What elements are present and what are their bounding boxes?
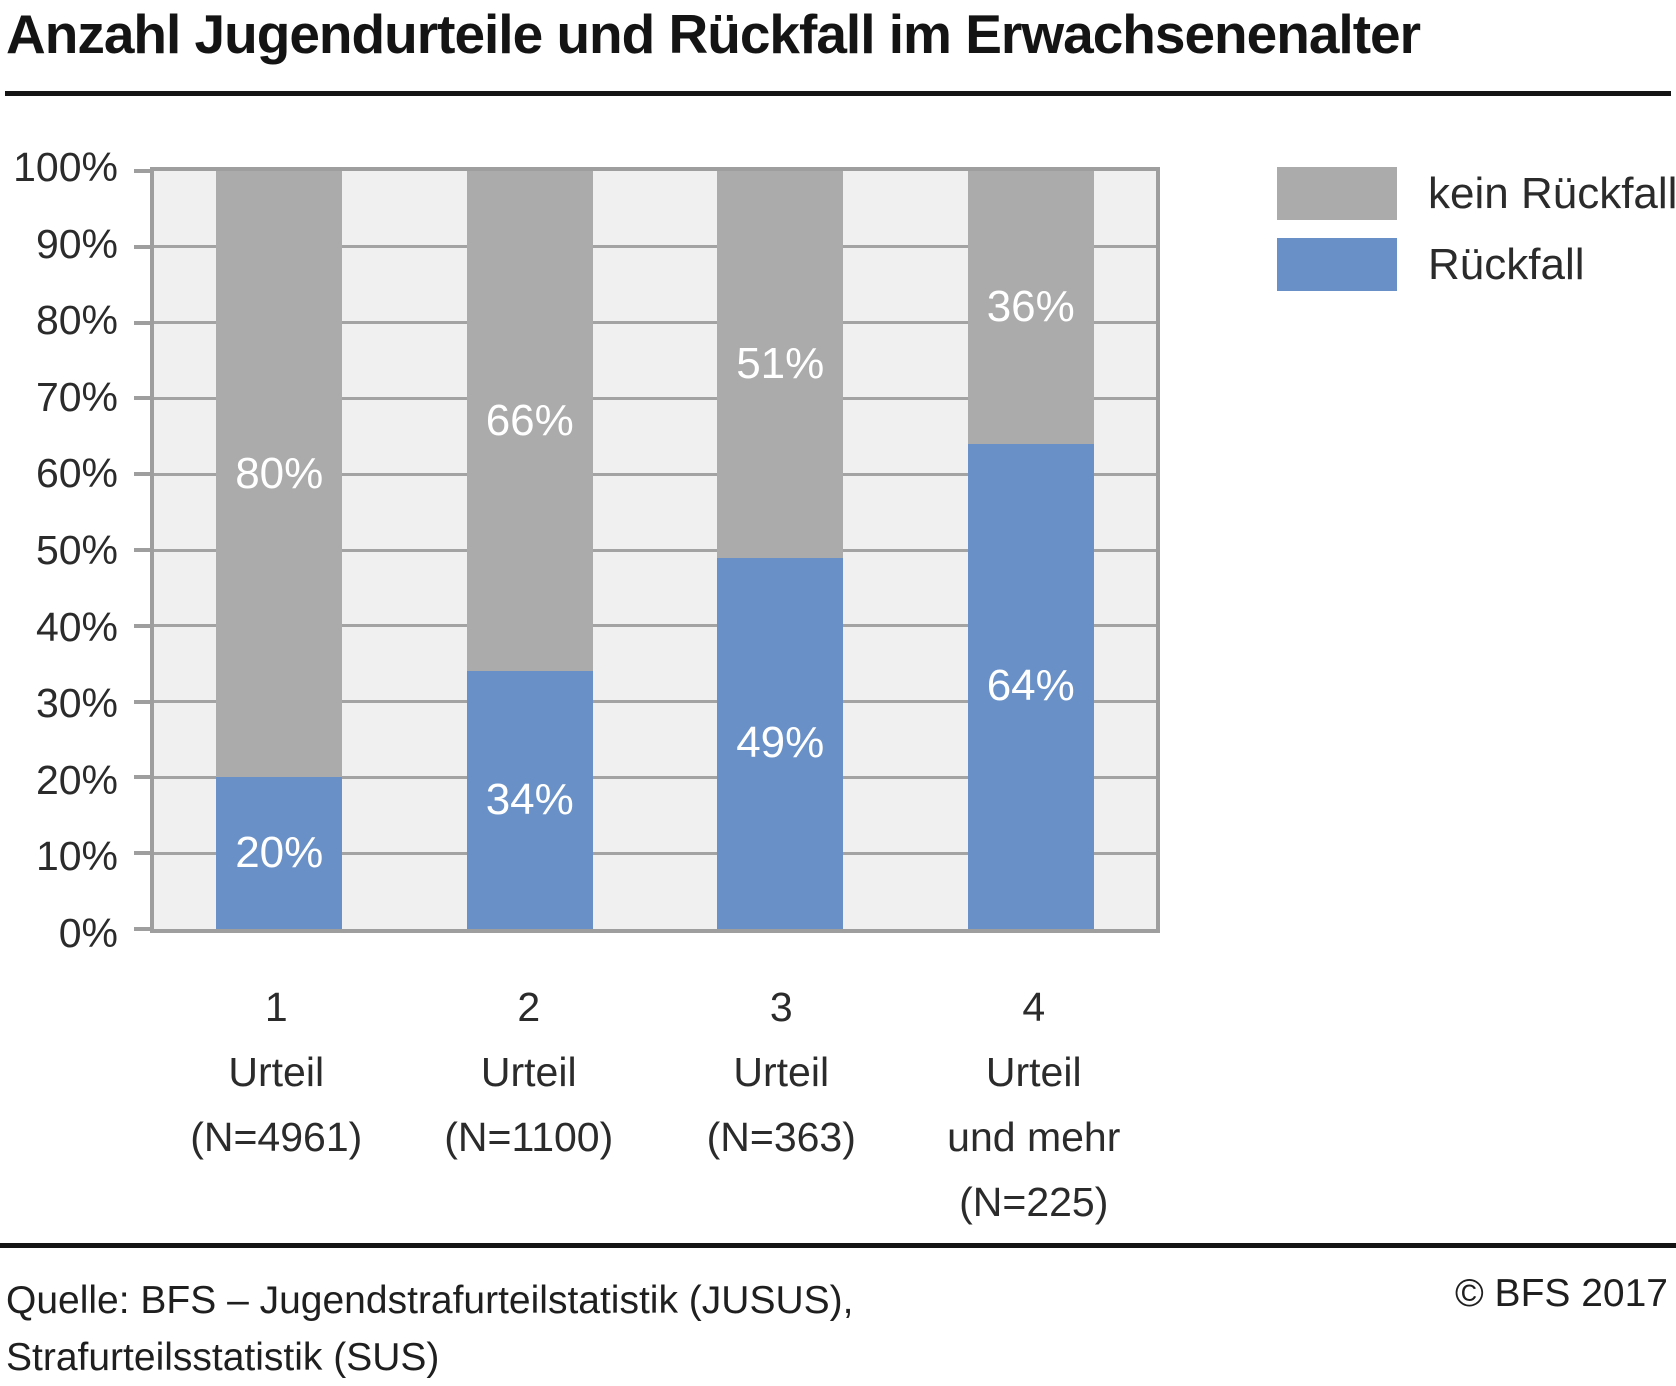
x-axis-label-cat3: 3 Urteil (N=363) [707, 975, 856, 1170]
legend-item: Rückfall [1277, 238, 1676, 291]
bar-segment-r-ckfall-cat2: 34% [466, 671, 593, 929]
x-axis-label-line: (N=225) [959, 1179, 1109, 1225]
x-axis-label-line: 4 [1022, 984, 1046, 1030]
y-axis-label: 70% [35, 373, 118, 420]
legend-swatch [1277, 238, 1397, 291]
gridline [154, 624, 1156, 628]
y-axis-label: 90% [35, 220, 118, 267]
legend-label: Rückfall [1428, 239, 1585, 289]
y-axis-label: 20% [35, 756, 118, 803]
x-axis-label-line: Urteil [228, 1049, 325, 1095]
y-axis: 0% 10% 20% 30% 40% 50% 60% 70% 80% 90% 100% [0, 144, 118, 956]
y-axis-tick [134, 548, 150, 552]
bar-segment-r-ckfall-cat1: 20% [216, 777, 343, 929]
x-axis-label-line: 2 [517, 984, 541, 1030]
plot-area: 20% 80% 34% 66% 49% 51% 64% 36% [134, 167, 1160, 933]
x-axis-label-cat2: 2 Urteil (N=1100) [444, 975, 613, 1170]
y-axis-tick [134, 244, 150, 249]
x-axis-label-line: (N=1100) [444, 1114, 614, 1160]
y-axis-tick [134, 775, 150, 780]
y-axis-label: 50% [35, 527, 118, 573]
legend-label: kein Rückfall [1428, 168, 1676, 218]
copyright-text: © BFS 2017 [1454, 1272, 1668, 1315]
title-divider [5, 91, 1671, 96]
source-text: Quelle: BFS – Jugendstrafurteilstatistik… [6, 1272, 853, 1386]
bar-segment-kein-r-ckfall-cat3: 51% [717, 171, 844, 558]
bar-segment-r-ckfall-cat3: 49% [717, 557, 844, 929]
y-axis-label: 10% [35, 833, 118, 880]
bar-segment-kein-r-ckfall-cat1: 80% [216, 171, 343, 778]
bar-segment-r-ckfall-cat4: 64% [967, 443, 1094, 929]
gridline [154, 775, 1156, 779]
bar-segment-kein-r-ckfall-cat4: 36% [967, 171, 1094, 444]
x-axis-label-cat4: 4 Urteil und mehr (N=225) [947, 975, 1120, 1235]
x-axis-label-line: und mehr [947, 1114, 1121, 1160]
x-axis-label-line: 1 [264, 984, 288, 1030]
bar-segment-kein-r-ckfall-cat2: 66% [466, 171, 593, 672]
bar-value-label: 64% [986, 661, 1075, 711]
y-axis-label: 100% [13, 144, 118, 190]
y-axis-tick [134, 623, 150, 628]
x-axis-label-line: Urteil [480, 1049, 577, 1095]
y-axis-tick [134, 699, 150, 704]
gridline [154, 700, 1156, 704]
y-axis-tick [134, 169, 150, 173]
gridline [154, 851, 1156, 855]
gridline [154, 396, 1156, 400]
y-axis-label: 0% [58, 910, 118, 956]
y-axis-label: 40% [35, 603, 118, 650]
y-axis-label: 60% [35, 450, 118, 497]
x-axis-label-line: (N=363) [706, 1114, 856, 1160]
bar-value-label: 51% [736, 339, 825, 389]
source-line-2: Strafurteilsstatistik (SUS) [6, 1336, 440, 1379]
legend-swatch [1277, 167, 1397, 220]
bar-value-label: 66% [485, 396, 574, 446]
x-axis: 1 Urteil (N=4961) 2 Urteil (N=1100) 3 Urteil (N=… [150, 975, 1160, 1235]
y-axis-tick [134, 472, 150, 477]
x-axis-label-line: (N=4961) [190, 1114, 363, 1160]
x-axis-label-line: 3 [769, 984, 793, 1030]
bar-value-label: 80% [235, 449, 324, 499]
gridline [154, 245, 1156, 249]
legend-item: kein Rückfall [1277, 167, 1676, 220]
x-axis-label-line: Urteil [985, 1049, 1082, 1095]
y-axis-tick [134, 851, 150, 856]
bar-value-label: 20% [235, 828, 324, 878]
gridline [154, 321, 1156, 325]
bar-value-label: 34% [485, 775, 574, 825]
x-axis-label-line: Urteil [733, 1049, 830, 1095]
legend: kein Rückfall Rückfall [1277, 167, 1676, 309]
y-axis-label: 30% [35, 680, 118, 727]
gridline [154, 548, 1156, 552]
gridline [154, 472, 1156, 476]
y-axis-tick [134, 927, 150, 931]
page-title: Anzahl Jugendurteile und Rückfall im Erw… [6, 3, 1421, 65]
bar-value-label: 49% [736, 718, 825, 768]
source-line-1: Quelle: BFS – Jugendstrafurteilstatistik… [6, 1279, 854, 1322]
y-axis-label: 80% [35, 297, 118, 344]
x-axis-label-cat1: 1 Urteil (N=4961) [190, 975, 362, 1170]
y-axis-tick [134, 396, 150, 401]
y-axis-tick [134, 320, 150, 325]
footer-divider [0, 1243, 1676, 1248]
bar-value-label: 36% [986, 282, 1075, 332]
